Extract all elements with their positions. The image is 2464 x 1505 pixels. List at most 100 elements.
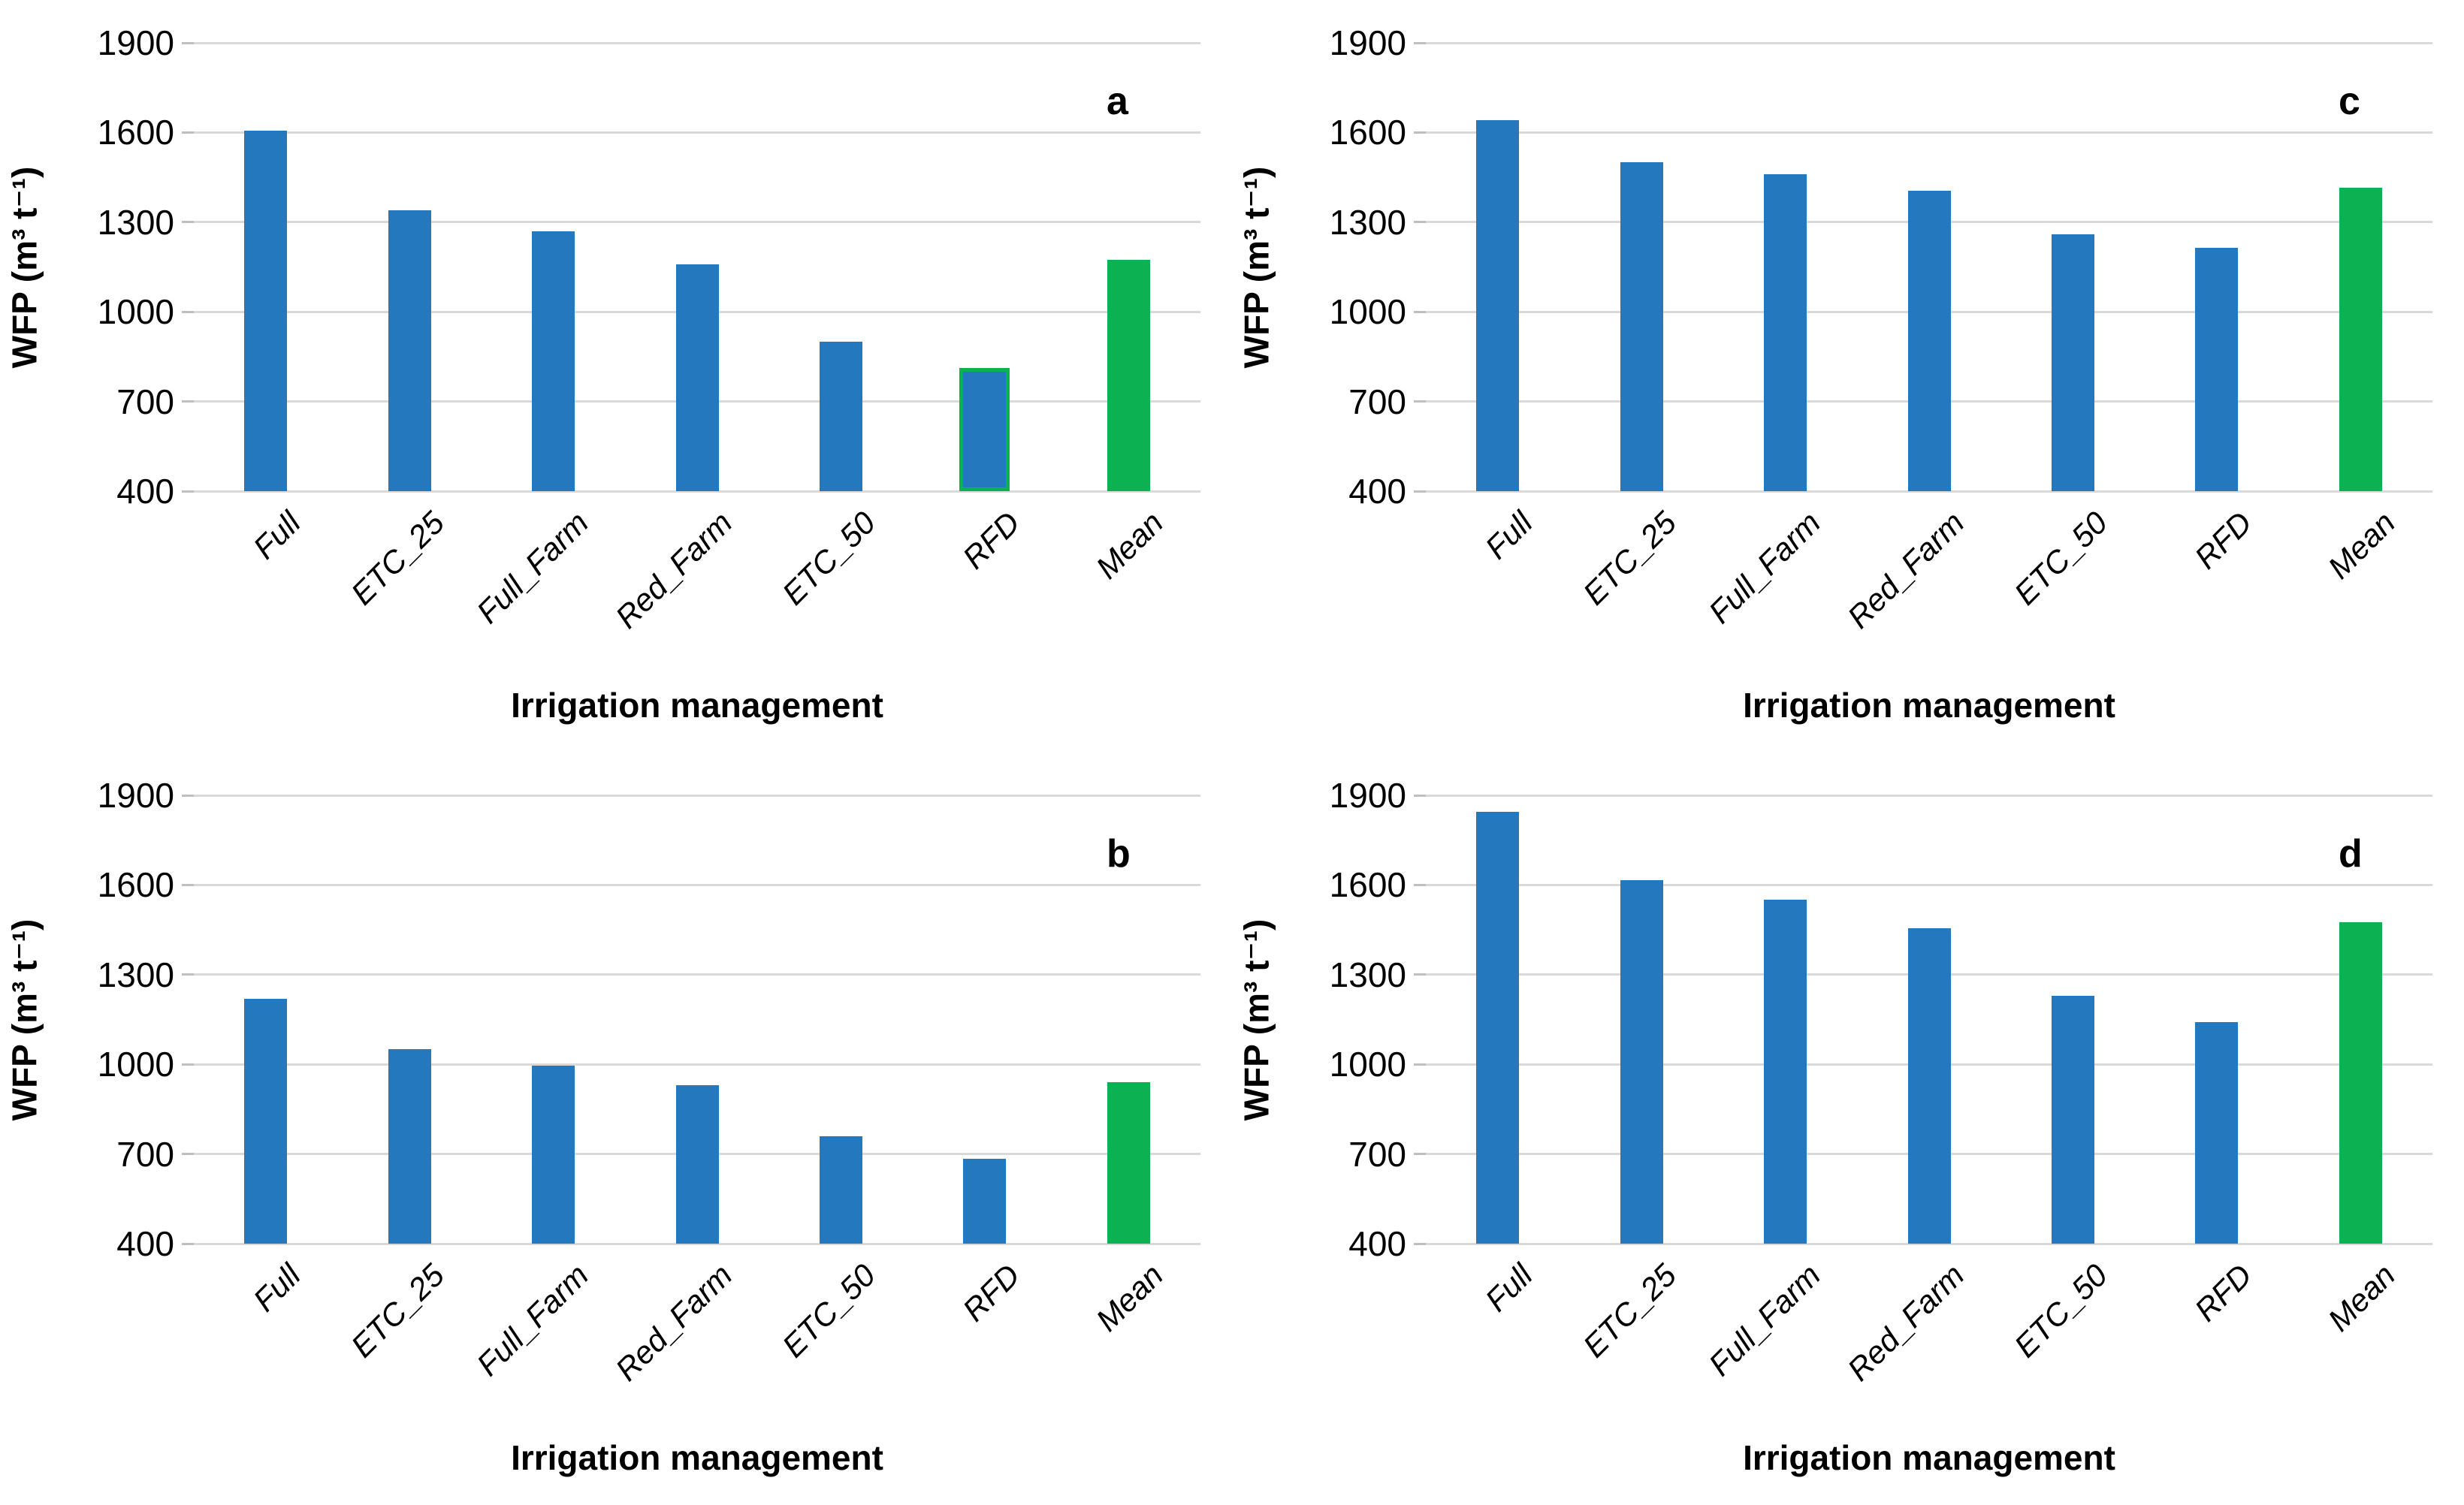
bar-etc_50 (2051, 234, 2094, 491)
bar-mean (2339, 188, 2382, 491)
y-tick-mark (1414, 794, 1426, 797)
y-tick-mark (182, 883, 194, 886)
y-tick-label: 1000 (1329, 292, 1406, 332)
gridline (1426, 1242, 2432, 1245)
bar-full_farm (532, 231, 575, 491)
bar-rfd (963, 1158, 1007, 1244)
x-category-label: ETC_50 (2007, 1257, 2115, 1365)
y-tick-label: 1900 (1329, 776, 1406, 815)
y-tick-mark (1414, 1242, 1426, 1245)
y-axis-title: WFP (m³ t⁻¹) (1237, 918, 1276, 1120)
y-tick-mark (182, 794, 194, 797)
bar-full (1476, 120, 1520, 491)
y-axis-title-box: WFP (m³ t⁻¹) (3, 795, 45, 1244)
bar-etc_25 (1620, 880, 1663, 1244)
y-tick-mark (1414, 400, 1426, 403)
x-category-label: RFD (955, 1257, 1027, 1329)
y-tick-label: 700 (116, 1134, 174, 1174)
y-tick-mark (182, 131, 194, 134)
y-tick-label: 1300 (1329, 202, 1406, 242)
y-tick-mark (1414, 490, 1426, 493)
y-tick-mark (1414, 41, 1426, 44)
gridline (194, 41, 1200, 44)
panel-a: 1900 1600 1300 1000 700 400 WFP (m³ t⁻¹) a Full E… (0, 0, 1232, 752)
y-tick-label: 1300 (1329, 955, 1406, 994)
x-category-label: Red_Farm (608, 1257, 739, 1388)
x-category-label: Mean (2321, 1257, 2402, 1338)
y-tick-label: 1900 (1329, 23, 1406, 62)
y-tick-mark (182, 1063, 194, 1066)
x-axis-title: Irrigation management (1743, 686, 2115, 725)
gridline (194, 221, 1200, 224)
bar-rfd (2195, 247, 2239, 491)
gridline (1426, 883, 2432, 886)
y-tick-mark (1414, 221, 1426, 224)
y-tick-mark (1414, 1063, 1426, 1066)
x-category-label: Red_Farm (1840, 505, 1971, 635)
y-tick-label: 1300 (97, 202, 174, 242)
bar-etc_25 (388, 1049, 431, 1244)
gridline (194, 1063, 1200, 1066)
panel-c: 1900 1600 1300 1000 700 400 WFP (m³ t⁻¹) c Full E… (1232, 0, 2464, 752)
y-tick-label: 400 (1348, 472, 1406, 511)
bar-etc_25 (388, 210, 431, 491)
x-category-label: ETC_50 (775, 505, 883, 612)
y-tick-label: 1600 (97, 865, 174, 905)
x-category-label: ETC_25 (344, 1257, 451, 1365)
x-axis-title: Irrigation management (1743, 1438, 2115, 1477)
bar-full (1476, 811, 1520, 1244)
gridline (194, 794, 1200, 797)
y-axis-title: WFP (m³ t⁻¹) (5, 918, 44, 1120)
x-category-label: Full (246, 505, 307, 566)
gridline (194, 973, 1200, 976)
y-tick-mark (1414, 310, 1426, 313)
y-tick-mark (182, 973, 194, 976)
bar-etc_50 (819, 1136, 862, 1244)
panel-letter-b: b (1107, 832, 1131, 876)
bar-full_farm (1764, 174, 1807, 491)
x-category-label: RFD (955, 505, 1027, 576)
y-tick-label: 1900 (97, 23, 174, 62)
x-category-label: Red_Farm (608, 505, 739, 635)
gridline (194, 1242, 1200, 1245)
y-tick-label: 1000 (97, 1045, 174, 1084)
panel-d: 1900 1600 1300 1000 700 400 WFP (m³ t⁻¹) d Full E… (1232, 752, 2464, 1505)
x-category-label: ETC_25 (1576, 1257, 1683, 1365)
y-tick-label: 700 (1348, 382, 1406, 421)
y-tick-label: 1600 (97, 113, 174, 152)
gridline (1426, 131, 2432, 134)
y-axis-title: WFP (m³ t⁻¹) (1237, 166, 1276, 368)
panel-letter-c: c (2339, 80, 2360, 123)
panel-letter-d: d (2339, 832, 2363, 876)
bar-full_farm (532, 1066, 575, 1244)
y-axis-title-box: WFP (m³ t⁻¹) (1235, 795, 1277, 1244)
y-tick-label: 1600 (1329, 113, 1406, 152)
x-category-label: Full (246, 1257, 307, 1319)
y-tick-mark (182, 1153, 194, 1156)
bar-etc_50 (2051, 995, 2094, 1244)
x-category-label: Red_Farm (1840, 1257, 1971, 1388)
x-category-label: Mean (1089, 505, 1170, 586)
panel-letter-a: a (1107, 80, 1128, 123)
y-tick-mark (1414, 973, 1426, 976)
y-tick-mark (182, 490, 194, 493)
y-tick-mark (182, 310, 194, 313)
y-tick-label: 1900 (97, 776, 174, 815)
x-category-label: ETC_25 (344, 505, 451, 612)
bar-red_farm (675, 264, 719, 491)
x-category-label: ETC_25 (1576, 505, 1683, 612)
bar-red_farm (675, 1085, 719, 1244)
y-tick-mark (182, 400, 194, 403)
y-axis-title: WFP (m³ t⁻¹) (5, 166, 44, 368)
bar-full (244, 998, 288, 1244)
y-tick-label: 400 (116, 1224, 174, 1263)
gridline (194, 490, 1200, 493)
panel-b: 1900 1600 1300 1000 700 400 WFP (m³ t⁻¹) b Full E… (0, 752, 1232, 1505)
y-axis-title-box: WFP (m³ t⁻¹) (1235, 43, 1277, 491)
bar-rfd (959, 367, 1010, 491)
gridline (1426, 794, 2432, 797)
y-tick-mark (1414, 1153, 1426, 1156)
x-category-label: Mean (2321, 505, 2402, 586)
y-tick-label: 1300 (97, 955, 174, 994)
